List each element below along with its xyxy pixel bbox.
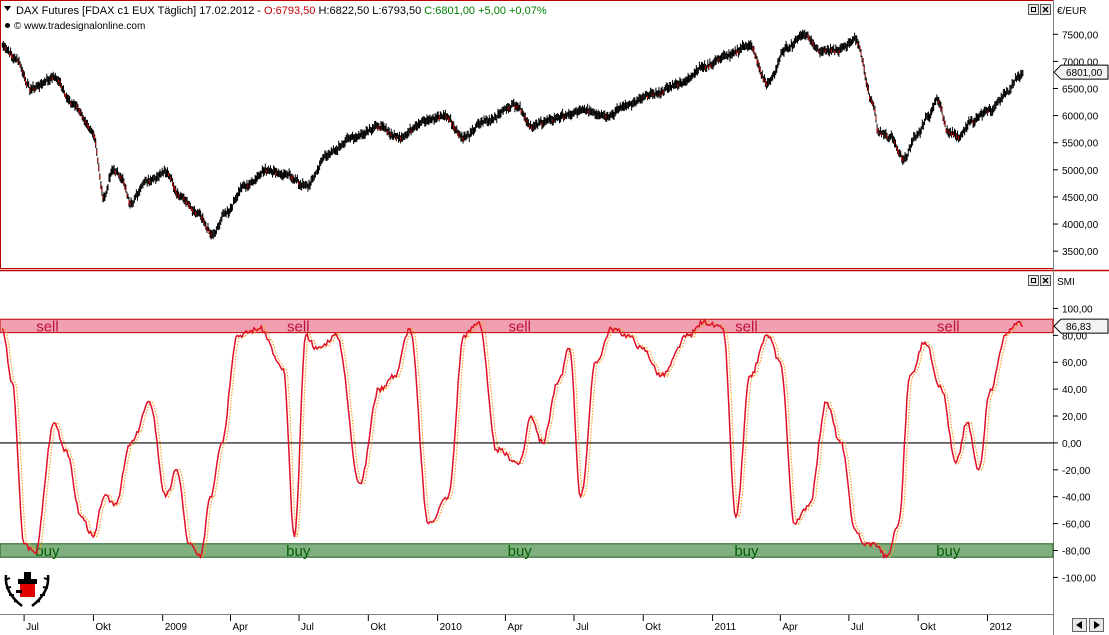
buy-zone-label: buy xyxy=(35,543,60,560)
price-axis-label: 6500,00 xyxy=(1062,84,1099,95)
price-axis-label: 3500,00 xyxy=(1062,247,1099,258)
time-axis-label: Okt xyxy=(95,622,111,633)
time-axis-label: Jul xyxy=(301,622,314,633)
smi-axis-label: -40,00 xyxy=(1062,493,1091,504)
smi-axis-label: -80,00 xyxy=(1062,546,1091,557)
time-axis-label: Jul xyxy=(26,622,39,633)
laurel-logo-icon xyxy=(4,572,50,607)
sell-zone-label: sell xyxy=(735,319,758,336)
sell-zone-label: sell xyxy=(937,319,960,336)
price-axis-label: 7000,00 xyxy=(1062,57,1099,68)
price-axis-label: 4500,00 xyxy=(1062,193,1099,204)
scroll-right-icon[interactable] xyxy=(1089,618,1104,632)
header-line: DAX Futures [FDAX c1 EUX Täglich] 17.02.… xyxy=(16,5,547,17)
price-series xyxy=(1,29,1024,240)
pane-close-icon[interactable] xyxy=(1040,4,1051,15)
smi-zones: sell sell sell sell sell buy buy buy buy buy xyxy=(0,318,1054,560)
smi-axis-label: 100,00 xyxy=(1062,304,1093,315)
time-axis: Jul Okt 2009 Apr Jul Okt 2010 Apr Jul Okt 2011 Apr J… xyxy=(23,615,1012,633)
smi-axis-label: 60,00 xyxy=(1062,358,1087,369)
header-high: H:6822,50 xyxy=(315,5,369,17)
smi-axis-label: -100,00 xyxy=(1062,573,1096,584)
smi-series xyxy=(1,318,1024,560)
time-axis-label: 2012 xyxy=(989,622,1012,633)
header-open: O:6793,50 xyxy=(264,5,315,17)
header-low: L:6793,50 xyxy=(369,5,421,17)
scroll-left-icon[interactable] xyxy=(1072,618,1087,632)
smi-last-value-text: 86,83 xyxy=(1066,322,1091,333)
buy-zone-label: buy xyxy=(286,543,311,560)
smi-axis-label: -60,00 xyxy=(1062,520,1091,531)
buy-zone-label: buy xyxy=(734,543,759,560)
sell-zone-label: sell xyxy=(508,319,531,336)
smi-pane-controls xyxy=(1028,275,1051,286)
sell-zone-label: sell xyxy=(36,319,59,336)
sell-zone xyxy=(0,318,1054,334)
time-axis-label: Apr xyxy=(232,622,248,633)
pane-restore-icon[interactable] xyxy=(1028,4,1039,15)
price-axis-label: 7500,00 xyxy=(1062,30,1099,41)
smi-axis-label: 0,00 xyxy=(1062,439,1082,450)
price-unit-label: €/EUR xyxy=(1057,6,1086,17)
smi-axis-label: 20,00 xyxy=(1062,412,1087,423)
time-axis-label: Apr xyxy=(507,622,523,633)
smi-last-value-box xyxy=(1053,318,1109,334)
smi-signal-line xyxy=(2,319,1024,559)
price-pane-controls xyxy=(1028,4,1051,15)
time-axis-label: Jul xyxy=(851,622,864,633)
time-axis-label: 2010 xyxy=(440,622,463,633)
smi-unit-label: SMI xyxy=(1057,277,1075,288)
smi-axis-label: 40,00 xyxy=(1062,385,1087,396)
sell-zone-label: sell xyxy=(287,319,310,336)
price-last-value-text: 6801,00 xyxy=(1066,68,1103,79)
watermark-text: © www.tradesignalonline.com xyxy=(14,21,145,32)
time-axis-label: Apr xyxy=(782,622,798,633)
buy-zone-label: buy xyxy=(936,543,961,560)
price-axis-label: 6000,00 xyxy=(1062,112,1099,123)
header-instrument: DAX Futures [FDAX c1 EUX Täglich] 17.02.… xyxy=(16,5,264,17)
price-down-bars xyxy=(4,35,988,237)
price-axis-label: 5500,00 xyxy=(1062,139,1099,150)
price-last-value-box xyxy=(1053,64,1109,80)
chart-header: DAX Futures [FDAX c1 EUX Täglich] 17.02.… xyxy=(4,5,547,32)
header-close: C:6801,00 +5,00 +0,07% xyxy=(421,5,547,17)
smi-axis-label: -20,00 xyxy=(1062,466,1091,477)
smi-line xyxy=(1,318,1024,560)
time-axis-label: Jul xyxy=(576,622,589,633)
pane-close-icon[interactable] xyxy=(1040,275,1051,286)
time-axis-label: Okt xyxy=(920,622,936,633)
time-axis-label: 2009 xyxy=(165,622,188,633)
price-axis: 3500,00 4000,00 4500,00 5000,00 5500,00 6000,… xyxy=(1053,30,1099,258)
collapse-triangle-icon[interactable] xyxy=(4,6,11,11)
time-axis-label: Okt xyxy=(370,622,386,633)
time-axis-label: 2011 xyxy=(715,622,737,633)
last-value-markers: 6801,00 86,83 xyxy=(1053,64,1109,334)
time-axis-label: Okt xyxy=(645,622,661,633)
pane-restore-icon[interactable] xyxy=(1028,275,1039,286)
price-axis-label: 4000,00 xyxy=(1062,220,1099,231)
price-axis-label: 5000,00 xyxy=(1062,166,1099,177)
smi-axis-label: 80,00 xyxy=(1062,331,1087,342)
buy-zone-label: buy xyxy=(508,543,533,560)
smi-axis: 100,00 80,00 60,00 40,00 20,00 0,00 -20,00 -40,… xyxy=(1053,304,1096,584)
watermark-bullet-icon xyxy=(5,23,10,28)
